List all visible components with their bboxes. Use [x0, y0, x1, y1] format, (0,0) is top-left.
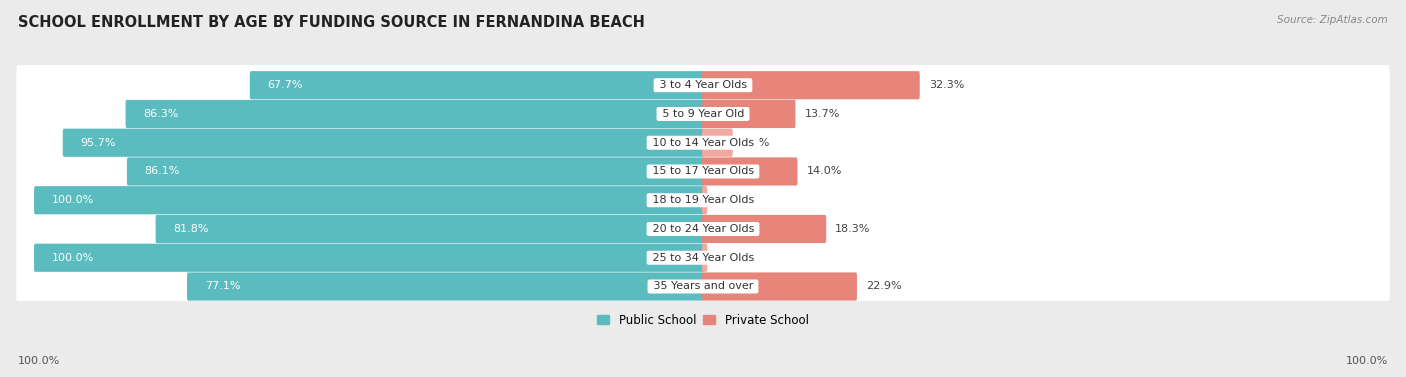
Text: 0.0%: 0.0%	[713, 195, 741, 205]
Text: 13.7%: 13.7%	[804, 109, 839, 119]
Text: 22.9%: 22.9%	[866, 282, 901, 291]
Text: 100.0%: 100.0%	[18, 356, 60, 366]
Text: 4.3%: 4.3%	[742, 138, 770, 148]
FancyBboxPatch shape	[702, 71, 920, 99]
FancyBboxPatch shape	[127, 157, 704, 185]
Text: Source: ZipAtlas.com: Source: ZipAtlas.com	[1277, 15, 1388, 25]
Text: 67.7%: 67.7%	[267, 80, 302, 90]
Text: 20 to 24 Year Olds: 20 to 24 Year Olds	[648, 224, 758, 234]
FancyBboxPatch shape	[17, 267, 1389, 307]
FancyBboxPatch shape	[250, 71, 704, 99]
Text: 86.3%: 86.3%	[143, 109, 179, 119]
Text: 3 to 4 Year Olds: 3 to 4 Year Olds	[655, 80, 751, 90]
Text: 95.7%: 95.7%	[80, 138, 115, 148]
FancyBboxPatch shape	[17, 65, 1389, 105]
Text: 100.0%: 100.0%	[52, 195, 94, 205]
Text: 10 to 14 Year Olds: 10 to 14 Year Olds	[648, 138, 758, 148]
FancyBboxPatch shape	[702, 215, 827, 243]
Text: SCHOOL ENROLLMENT BY AGE BY FUNDING SOURCE IN FERNANDINA BEACH: SCHOOL ENROLLMENT BY AGE BY FUNDING SOUR…	[18, 15, 645, 30]
FancyBboxPatch shape	[34, 244, 704, 272]
Legend: Public School, Private School: Public School, Private School	[595, 311, 811, 329]
FancyBboxPatch shape	[702, 273, 858, 300]
FancyBboxPatch shape	[17, 94, 1389, 134]
FancyBboxPatch shape	[125, 100, 704, 128]
FancyBboxPatch shape	[17, 151, 1389, 192]
FancyBboxPatch shape	[34, 186, 704, 215]
FancyBboxPatch shape	[156, 215, 704, 243]
Text: 86.1%: 86.1%	[145, 167, 180, 176]
Text: 15 to 17 Year Olds: 15 to 17 Year Olds	[648, 167, 758, 176]
Text: 81.8%: 81.8%	[173, 224, 209, 234]
Text: 18.3%: 18.3%	[835, 224, 870, 234]
FancyBboxPatch shape	[702, 157, 797, 185]
FancyBboxPatch shape	[702, 186, 707, 215]
Text: 5 to 9 Year Old: 5 to 9 Year Old	[658, 109, 748, 119]
Text: 35 Years and over: 35 Years and over	[650, 282, 756, 291]
Text: 18 to 19 Year Olds: 18 to 19 Year Olds	[648, 195, 758, 205]
FancyBboxPatch shape	[17, 238, 1389, 278]
FancyBboxPatch shape	[187, 273, 704, 300]
Text: 100.0%: 100.0%	[1346, 356, 1388, 366]
Text: 100.0%: 100.0%	[52, 253, 94, 263]
FancyBboxPatch shape	[17, 209, 1389, 249]
Text: 0.0%: 0.0%	[713, 253, 741, 263]
Text: 25 to 34 Year Olds: 25 to 34 Year Olds	[648, 253, 758, 263]
FancyBboxPatch shape	[63, 129, 704, 157]
FancyBboxPatch shape	[702, 129, 733, 157]
FancyBboxPatch shape	[702, 244, 707, 272]
Text: 14.0%: 14.0%	[807, 167, 842, 176]
FancyBboxPatch shape	[702, 100, 796, 128]
FancyBboxPatch shape	[17, 180, 1389, 221]
FancyBboxPatch shape	[17, 123, 1389, 163]
Text: 77.1%: 77.1%	[205, 282, 240, 291]
Text: 32.3%: 32.3%	[929, 80, 965, 90]
